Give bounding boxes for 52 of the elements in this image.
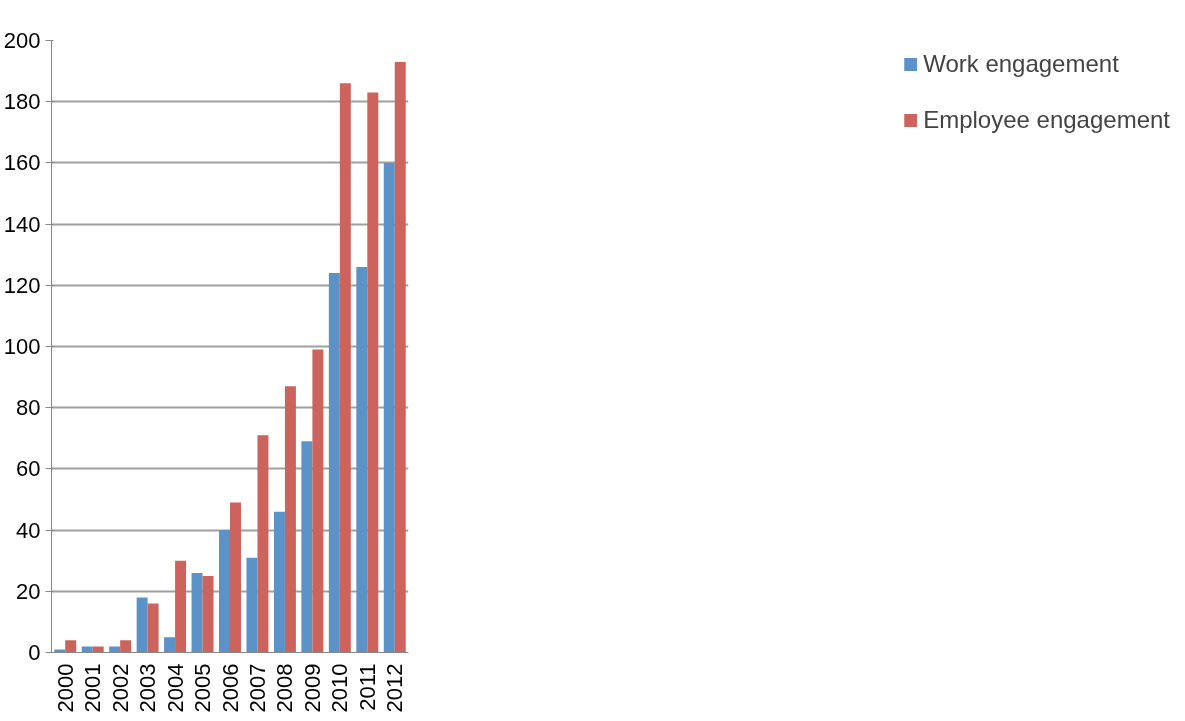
bar — [191, 572, 203, 653]
bar — [219, 530, 230, 653]
y-tick-label: 40 — [16, 517, 41, 543]
bar — [301, 441, 313, 653]
bar — [54, 649, 66, 653]
bar — [230, 502, 241, 653]
x-tick-label: 2001 — [80, 663, 106, 713]
y-tick-label: 120 — [3, 272, 41, 298]
x-tick-label: 2007 — [244, 663, 270, 713]
x-tick-label: 2010 — [327, 663, 353, 713]
x-tick-label: 2011 — [354, 663, 380, 711]
y-tick-label: 160 — [3, 150, 41, 176]
bar — [367, 92, 379, 653]
x-tick-label: 2012 — [382, 663, 408, 713]
y-tick-label: 80 — [16, 395, 41, 421]
bar — [257, 435, 269, 653]
bar — [339, 83, 351, 653]
x-tick-label: 2005 — [190, 663, 216, 713]
y-tick-label: 0 — [28, 640, 41, 665]
bar — [136, 597, 148, 653]
y-tick-label: 140 — [3, 211, 41, 237]
bar — [383, 162, 395, 653]
y-tick-label: 200 — [3, 28, 41, 53]
bar — [81, 646, 93, 653]
x-tick-label: 2003 — [135, 663, 161, 713]
bar — [394, 61, 406, 653]
bar — [284, 386, 296, 653]
x-tick-label: 2009 — [299, 663, 325, 713]
x-tick-label: 2006 — [217, 663, 243, 713]
y-tick-label: 20 — [16, 578, 41, 604]
bar — [120, 640, 132, 653]
y-tick-label: 60 — [16, 456, 41, 482]
bar — [65, 640, 77, 653]
bar — [164, 637, 176, 653]
legend-label: Employee engagement — [923, 106, 1170, 134]
bar — [312, 349, 324, 653]
x-tick-label: 2008 — [272, 663, 298, 713]
bar — [109, 646, 121, 653]
legend-label: Work engagement — [923, 50, 1119, 78]
x-tick-label: 2000 — [52, 663, 78, 713]
bar — [92, 646, 104, 653]
y-tick-label: 180 — [3, 89, 41, 115]
bar — [356, 266, 368, 653]
bar — [202, 576, 214, 653]
bar — [328, 273, 340, 653]
x-tick-label: 2002 — [107, 663, 133, 713]
bar — [273, 511, 285, 653]
y-tick-label: 100 — [3, 334, 41, 359]
bar — [147, 603, 159, 653]
x-tick-label: 2004 — [162, 663, 188, 713]
bar — [175, 560, 187, 653]
bar — [246, 557, 258, 653]
